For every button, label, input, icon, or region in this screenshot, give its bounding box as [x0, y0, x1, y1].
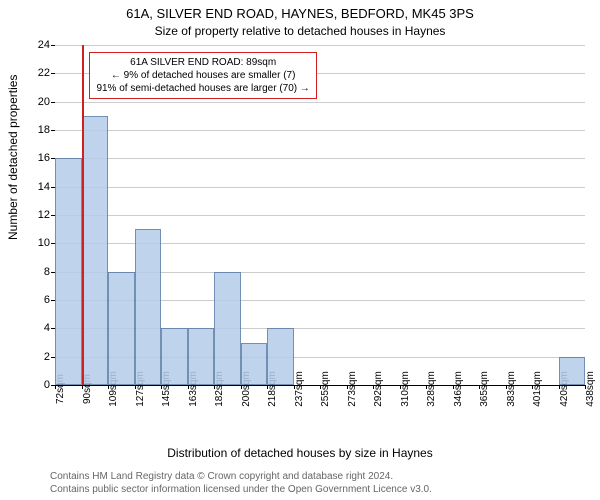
y-tick-label: 12	[38, 209, 50, 221]
y-tick-label: 24	[38, 39, 50, 51]
x-tick-label: 328sqm	[426, 371, 437, 407]
y-tick-mark	[51, 45, 55, 46]
histogram-bar	[55, 158, 82, 385]
y-tick-label: 20	[38, 96, 50, 108]
x-tick-label: 237sqm	[294, 371, 305, 407]
y-tick-label: 16	[38, 152, 50, 164]
grid-line	[55, 102, 585, 103]
x-tick-label: 438sqm	[585, 371, 596, 407]
histogram-bar	[108, 272, 135, 385]
x-tick-label: 292sqm	[373, 371, 384, 407]
reference-line	[82, 45, 84, 385]
histogram-bar	[161, 328, 188, 385]
x-axis-label: Distribution of detached houses by size …	[0, 446, 600, 460]
histogram-bar	[241, 343, 268, 386]
grid-line	[55, 158, 585, 159]
x-tick-label: 310sqm	[400, 371, 411, 407]
x-tick-label: 346sqm	[453, 371, 464, 407]
histogram-bar	[214, 272, 241, 385]
grid-line	[55, 45, 585, 46]
sub-title: Size of property relative to detached ho…	[0, 24, 600, 38]
grid-line	[55, 130, 585, 131]
footer-copyright: Contains HM Land Registry data © Crown c…	[50, 471, 393, 482]
x-tick-label: 365sqm	[479, 371, 490, 407]
info-box-line: 91% of semi-detached houses are larger (…	[96, 82, 309, 95]
y-tick-label: 6	[44, 294, 50, 306]
x-tick-label: 273sqm	[347, 371, 358, 407]
histogram-bar	[135, 229, 162, 385]
y-tick-label: 8	[44, 266, 50, 278]
chart-container: 61A, SILVER END ROAD, HAYNES, BEDFORD, M…	[0, 0, 600, 500]
histogram-bar	[267, 328, 294, 385]
plot-area: 02468101214161820222472sqm90sqm109sqm127…	[55, 45, 585, 386]
histogram-bar	[188, 328, 215, 385]
x-tick-label: 401sqm	[532, 371, 543, 407]
y-axis-label: Number of detached properties	[6, 75, 20, 240]
y-tick-mark	[51, 102, 55, 103]
y-tick-label: 22	[38, 67, 50, 79]
info-box-line: ← 9% of detached houses are smaller (7)	[96, 69, 309, 82]
histogram-bar	[559, 357, 586, 385]
y-tick-mark	[51, 130, 55, 131]
grid-line	[55, 187, 585, 188]
y-tick-mark	[51, 73, 55, 74]
y-tick-label: 10	[38, 237, 50, 249]
main-title: 61A, SILVER END ROAD, HAYNES, BEDFORD, M…	[0, 6, 600, 21]
y-tick-label: 2	[44, 351, 50, 363]
info-box: 61A SILVER END ROAD: 89sqm← 9% of detach…	[89, 52, 316, 99]
y-tick-label: 0	[44, 379, 50, 391]
y-tick-label: 18	[38, 124, 50, 136]
x-tick-label: 255sqm	[320, 371, 331, 407]
grid-line	[55, 215, 585, 216]
histogram-bar	[82, 116, 109, 385]
x-tick-label: 383sqm	[506, 371, 517, 407]
info-box-line: 61A SILVER END ROAD: 89sqm	[96, 56, 309, 69]
footer-licence: Contains public sector information licen…	[50, 484, 432, 495]
y-tick-label: 4	[44, 322, 50, 334]
y-tick-label: 14	[38, 181, 50, 193]
